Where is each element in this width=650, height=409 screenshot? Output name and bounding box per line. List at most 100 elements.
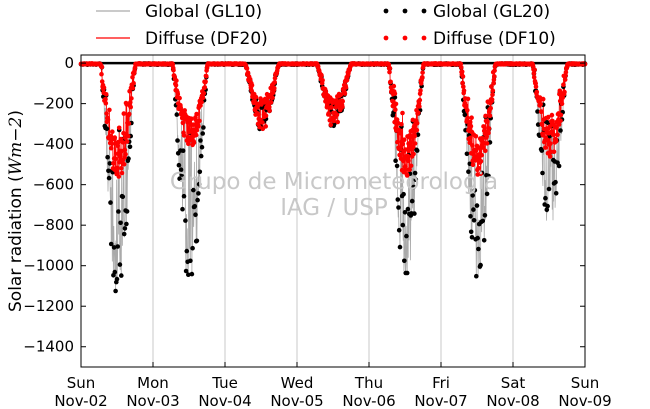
point-df10 <box>403 164 408 169</box>
point-df10 <box>116 139 121 145</box>
point-df10 <box>546 114 551 120</box>
point-gl20 <box>474 203 480 208</box>
point-gl20 <box>189 271 195 277</box>
point-df10 <box>120 140 126 145</box>
point-df10 <box>245 70 251 76</box>
point-gl20 <box>481 238 487 243</box>
point-df10 <box>128 104 133 110</box>
x-tick-label-day: Tue <box>211 374 238 392</box>
point-df10 <box>272 75 278 81</box>
point-df10 <box>125 133 131 139</box>
y-axis-label-unit: Wm <box>6 142 26 176</box>
point-df10 <box>391 83 397 89</box>
point-df10 <box>400 141 406 147</box>
point-gl20 <box>411 184 416 190</box>
point-df10 <box>196 124 201 129</box>
point-df10 <box>470 143 475 148</box>
point-df10 <box>399 122 404 127</box>
point-gl20 <box>402 258 407 264</box>
point-gl20 <box>113 288 118 294</box>
point-df10 <box>124 139 130 144</box>
point-df10 <box>171 67 176 73</box>
point-gl20 <box>112 269 118 275</box>
point-gl20 <box>117 262 123 267</box>
point-df10 <box>256 112 261 117</box>
point-gl20 <box>121 231 127 237</box>
point-df10 <box>403 147 409 152</box>
point-df10 <box>200 95 206 101</box>
point-df10 <box>531 75 537 80</box>
point-df10 <box>483 113 488 119</box>
point-df10 <box>388 79 393 85</box>
point-df10 <box>103 97 108 102</box>
point-gl20 <box>535 122 541 127</box>
point-df10 <box>329 105 334 110</box>
point-gl20 <box>180 148 186 153</box>
point-df10 <box>170 62 176 67</box>
y-tick-label: −200 <box>33 95 74 113</box>
point-df10 <box>268 100 274 105</box>
point-df10 <box>405 158 411 163</box>
x-tick-label-date: Nov-06 <box>342 392 395 409</box>
point-df10 <box>191 140 197 146</box>
x-tick-label-day: Sun <box>571 374 600 392</box>
x-tick-label-date: Nov-07 <box>414 392 467 409</box>
point-gl20 <box>199 144 205 150</box>
point-df10 <box>551 149 557 155</box>
point-gl20 <box>106 175 112 181</box>
point-df10 <box>478 159 484 164</box>
point-df10 <box>483 148 488 154</box>
point-gl20 <box>546 186 552 192</box>
point-gl20 <box>478 262 483 268</box>
point-df10 <box>395 139 400 145</box>
point-gl20 <box>404 233 409 239</box>
point-df10 <box>204 74 209 79</box>
legend-marker-gl20-c <box>421 8 427 14</box>
legend-label-df20: Diffuse (DF20) <box>145 29 268 49</box>
point-df10 <box>411 151 416 157</box>
point-df10 <box>326 111 332 116</box>
point-gl20 <box>471 207 476 212</box>
point-gl20 <box>469 235 475 240</box>
y-tick-label: −600 <box>33 176 74 194</box>
point-df10 <box>342 91 348 96</box>
point-gl20 <box>556 163 562 169</box>
point-gl20 <box>468 214 473 219</box>
point-df10 <box>335 119 341 125</box>
point-gl20 <box>539 148 545 153</box>
legend-marker-df10-c <box>421 35 427 41</box>
point-df10 <box>340 98 346 104</box>
point-df10 <box>129 96 134 101</box>
point-gl20 <box>126 156 131 161</box>
point-df10 <box>402 167 407 173</box>
x-tick-label-date: Nov-05 <box>270 392 323 409</box>
point-gl20 <box>471 218 477 223</box>
point-gl20 <box>200 131 205 136</box>
point-df10 <box>460 74 466 79</box>
point-df10 <box>555 132 560 137</box>
point-df10 <box>549 112 555 118</box>
point-df10 <box>334 112 340 118</box>
point-gl20 <box>180 206 185 212</box>
point-df10 <box>479 152 485 158</box>
point-gl20 <box>412 211 417 216</box>
point-df10 <box>174 78 179 83</box>
point-df10 <box>558 112 564 118</box>
point-df10 <box>189 116 194 121</box>
point-df10 <box>418 88 423 93</box>
point-df10 <box>319 73 324 78</box>
legend-label-gl10: Global (GL10) <box>145 2 262 22</box>
point-gl20 <box>175 138 180 143</box>
point-df10 <box>484 134 490 139</box>
point-gl20 <box>470 193 476 198</box>
point-df10 <box>468 135 473 141</box>
point-gl20 <box>184 248 190 254</box>
x-tick-label-date: Nov-04 <box>198 392 251 409</box>
point-df10 <box>470 162 476 168</box>
point-gl20 <box>472 187 478 193</box>
point-gl20 <box>191 187 196 193</box>
point-df10 <box>553 139 559 144</box>
point-gl20 <box>176 162 182 168</box>
point-gl20 <box>108 241 114 247</box>
